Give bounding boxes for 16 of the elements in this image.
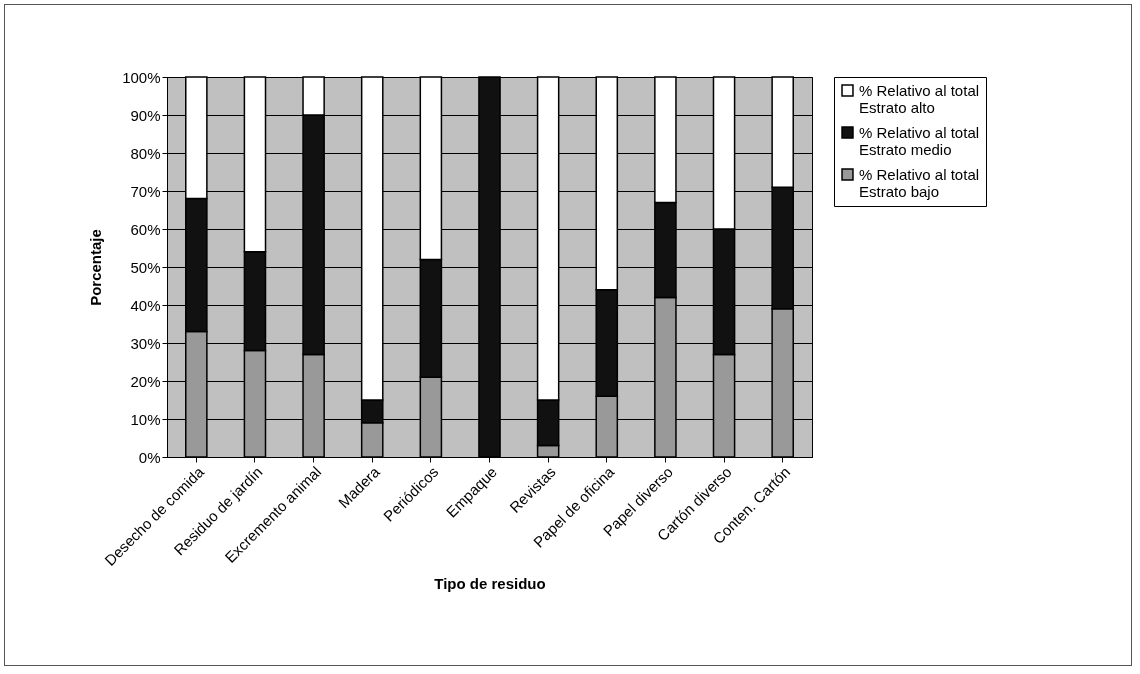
legend-label: % Relativo al total Estrato medio: [859, 123, 980, 158]
y-tick-label: 0%: [138, 448, 161, 466]
y-axis-title: Porcentaje: [87, 229, 105, 306]
y-tick-label: 20%: [130, 372, 161, 390]
x-axis-title: Tipo de residuo: [434, 574, 546, 592]
y-tick-label: 50%: [130, 258, 161, 276]
y-tick-label: 100%: [122, 68, 161, 86]
y-tick-label: 10%: [130, 410, 161, 428]
y-tick-label: 60%: [130, 220, 161, 238]
y-tick-label: 70%: [130, 182, 161, 200]
y-tick-label: 30%: [130, 334, 161, 352]
legend-label: % Relativo al total Estrato bajo: [859, 165, 980, 200]
y-tick-label: 40%: [130, 296, 161, 314]
legend-label: % Relativo al total Estrato alto: [859, 81, 980, 116]
y-tick-label: 80%: [130, 144, 161, 162]
y-tick-label: 90%: [130, 106, 161, 124]
